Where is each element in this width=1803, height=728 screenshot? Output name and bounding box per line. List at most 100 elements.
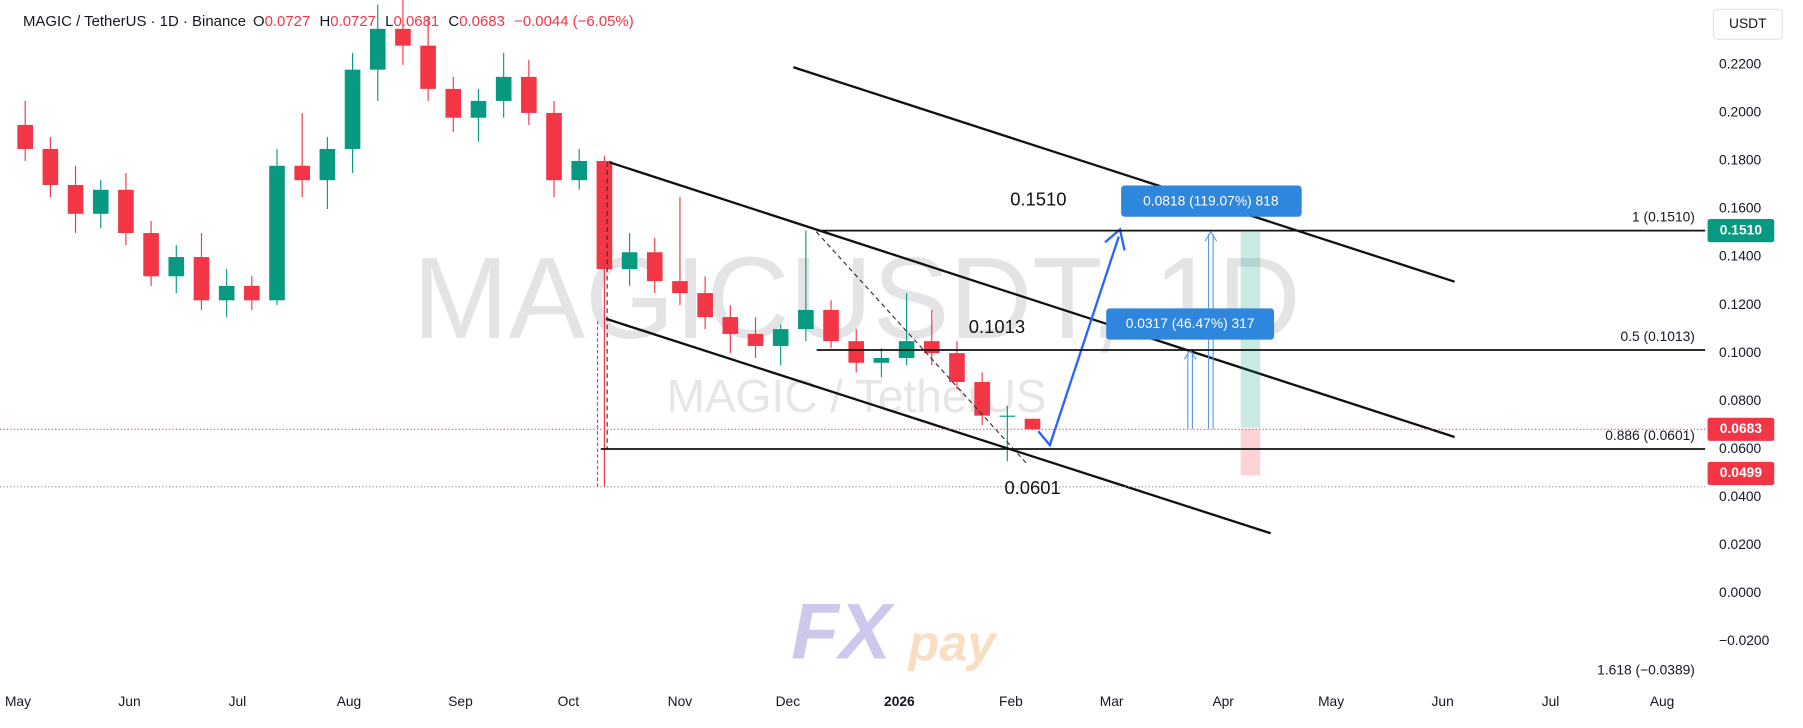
loss-zone bbox=[1240, 428, 1261, 476]
x-tick-label: Jul bbox=[1542, 693, 1560, 709]
currency-button[interactable] bbox=[1712, 8, 1783, 40]
measure-box bbox=[1106, 308, 1275, 340]
candle-body bbox=[949, 353, 965, 382]
x-tick-label: Jul bbox=[229, 693, 247, 709]
ohlc-value: 0.0727 bbox=[265, 13, 311, 30]
candle-body bbox=[168, 257, 185, 277]
candle-body bbox=[646, 252, 663, 282]
x-tick-label: Mar bbox=[1100, 693, 1124, 709]
x-tick-label: Sep bbox=[448, 693, 473, 709]
candle-body bbox=[42, 148, 59, 185]
ohlc-value: 0.0727 bbox=[330, 13, 376, 30]
y-tick-label: 0.0200 bbox=[1719, 536, 1761, 552]
candle-body bbox=[521, 76, 537, 113]
x-tick-label: Oct bbox=[558, 693, 580, 709]
header: MAGIC / TetherUS · 1D · Binance O0.0727 H0… bbox=[23, 13, 634, 30]
y-tick-label: 0.0400 bbox=[1719, 488, 1761, 504]
x-tick-label: Feb bbox=[999, 693, 1023, 709]
annotation: 0.1013 bbox=[969, 316, 1025, 337]
candle-body bbox=[445, 88, 462, 118]
y-tick-label: 0.1800 bbox=[1719, 152, 1761, 168]
y-tick-label: 0.0600 bbox=[1719, 440, 1761, 456]
price-label-box bbox=[1707, 219, 1775, 243]
candle-body bbox=[92, 189, 109, 214]
y-tick-label: 0.0000 bbox=[1719, 584, 1761, 600]
price-label: 0.0683 bbox=[1720, 420, 1762, 436]
candle-body bbox=[974, 381, 990, 416]
y-tick-label: 0.1400 bbox=[1719, 248, 1761, 264]
measure-label: 0.0818 (119.07%) 818 bbox=[1143, 192, 1279, 208]
candle-body bbox=[193, 257, 210, 301]
candle-body bbox=[571, 160, 588, 181]
drawing-layer bbox=[605, 66, 1455, 535]
y-tick-label: 0.0800 bbox=[1719, 392, 1761, 408]
candle-body bbox=[873, 357, 890, 363]
candle-body bbox=[294, 165, 311, 181]
candle-body bbox=[1024, 418, 1041, 430]
channel-line bbox=[793, 66, 1455, 283]
price-label: 0.1510 bbox=[1720, 221, 1762, 237]
candle-body bbox=[143, 233, 159, 277]
candle-body bbox=[395, 28, 411, 46]
arrow-head bbox=[1204, 230, 1218, 242]
x-tick-label: Aug bbox=[1650, 693, 1675, 709]
fib-label: 1 (0.1510) bbox=[1632, 209, 1695, 225]
candle-body bbox=[923, 341, 940, 354]
y-tick-label: 0.1000 bbox=[1719, 344, 1761, 360]
measure-label: 0.0317 (46.47%) 317 bbox=[1126, 315, 1255, 331]
candle-layer bbox=[17, 0, 1041, 487]
overlay-layer: 1 (0.1510) 0.5 (0.1013) 0.886 (0.0601) 1.61… bbox=[0, 188, 1706, 677]
background-layer: MAGICUSDT, 1D MAGIC / TetherUS FX pay bbox=[413, 233, 1301, 675]
candle-body bbox=[319, 148, 336, 181]
candle-body bbox=[747, 333, 764, 346]
candle-body bbox=[118, 189, 134, 234]
fib-label: 1.618 (−0.0389) bbox=[1597, 661, 1695, 677]
candle-body bbox=[244, 285, 260, 301]
x-tick-label: Dec bbox=[776, 693, 801, 709]
candle-body bbox=[546, 112, 562, 181]
fib-label: 0.886 (0.0601) bbox=[1605, 427, 1695, 443]
ohlc-key: C bbox=[448, 13, 459, 30]
x-tick-label: Jun bbox=[1432, 693, 1454, 709]
candle-body bbox=[17, 124, 33, 149]
channel-line bbox=[605, 317, 1271, 535]
y-tick-label: 0.2200 bbox=[1719, 55, 1761, 71]
candle-body bbox=[722, 317, 739, 334]
ohlc-value: 0.0683 bbox=[459, 13, 505, 30]
symbol: MAGIC / TetherUS · 1D · Binance bbox=[23, 13, 246, 30]
candle-body bbox=[344, 69, 361, 149]
currency-label[interactable]: USDT bbox=[1729, 15, 1767, 31]
y-tick-label: 0.1600 bbox=[1719, 200, 1761, 216]
price-axis-bg bbox=[1705, 0, 1803, 728]
candle-body bbox=[67, 184, 84, 214]
y-tick-label: 0.2000 bbox=[1719, 104, 1761, 120]
x-tick-label: Jun bbox=[118, 693, 140, 709]
candle-body bbox=[420, 45, 436, 89]
y-tick-label: 0.1200 bbox=[1719, 296, 1761, 312]
candle-body bbox=[218, 285, 235, 301]
measure-box bbox=[1121, 185, 1302, 217]
candle-body bbox=[999, 415, 1016, 417]
candle-body bbox=[798, 309, 814, 330]
logo-fx: FX bbox=[791, 587, 896, 675]
channel-line bbox=[609, 161, 1455, 439]
ohlc-key: H bbox=[319, 13, 330, 30]
x-tick-label: May bbox=[5, 693, 31, 709]
candle-body bbox=[672, 281, 688, 294]
candle-body bbox=[269, 165, 285, 301]
x-tick-label: May bbox=[1318, 693, 1344, 709]
annotation: 0.0601 bbox=[1004, 477, 1060, 498]
projection-arrow bbox=[1037, 236, 1120, 448]
x-tick-label: Nov bbox=[668, 693, 693, 709]
candle-body bbox=[621, 252, 638, 270]
candle-body bbox=[369, 28, 386, 70]
price-label-box bbox=[1707, 461, 1775, 486]
candle-body bbox=[772, 329, 789, 346]
ohlc-value: 0.0681 bbox=[393, 13, 439, 30]
candle-body bbox=[495, 76, 512, 101]
dashed-line bbox=[815, 231, 1028, 465]
x-tick-label: Apr bbox=[1212, 693, 1234, 709]
annotation: 0.1510 bbox=[1010, 188, 1066, 209]
fib-label: 0.5 (0.1013) bbox=[1621, 328, 1695, 344]
